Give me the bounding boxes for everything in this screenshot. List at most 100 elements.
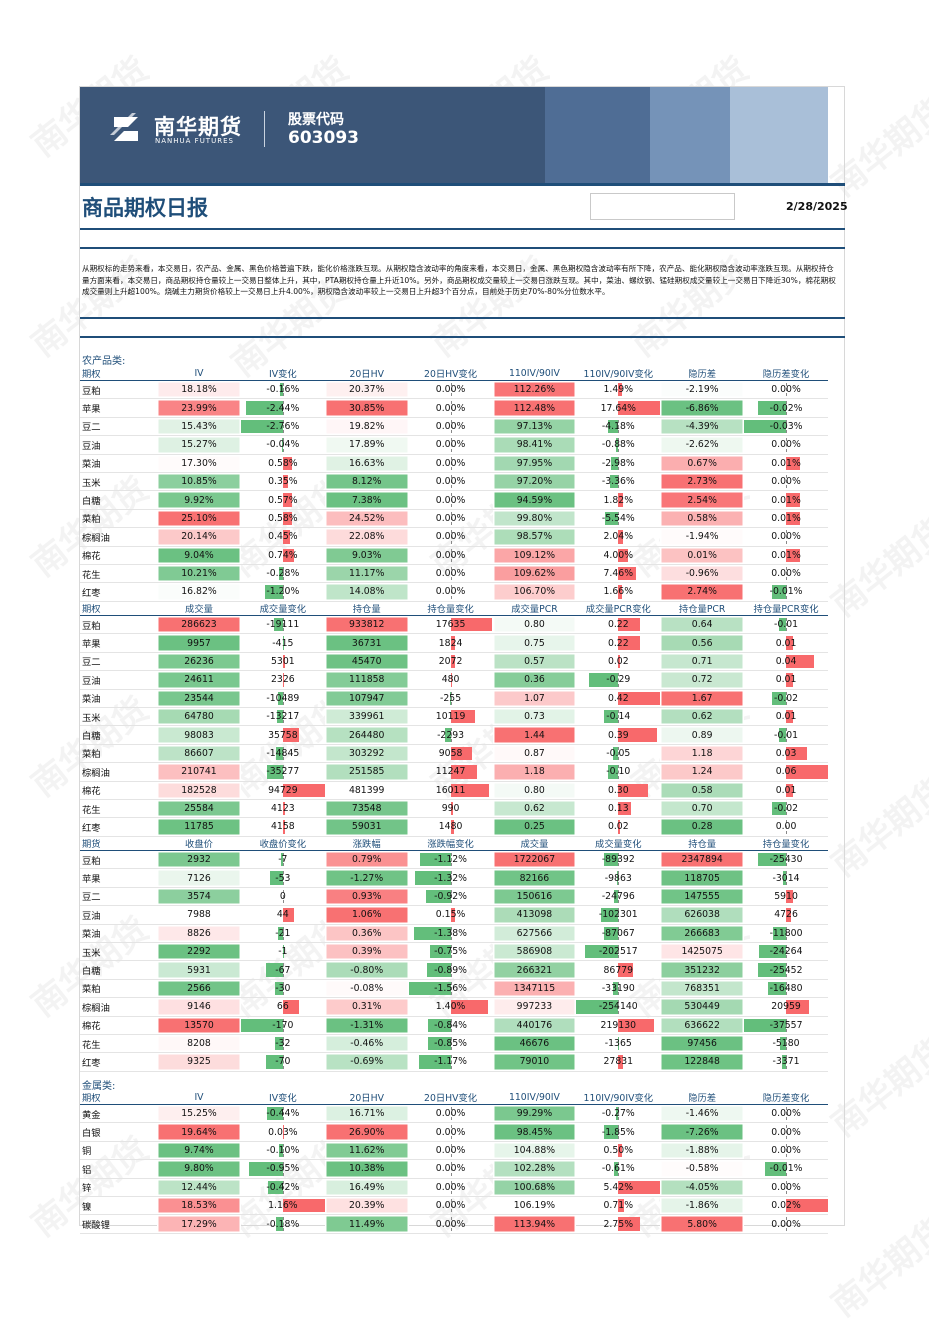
scale-cell: 16.63%: [325, 454, 409, 472]
databar-value: -0.02: [774, 803, 798, 814]
databar-value: 0.71%: [604, 1200, 634, 1211]
databar-value: 0.03: [776, 748, 797, 759]
row-label: 苹果: [80, 869, 157, 887]
scale-cell: 23544: [157, 689, 241, 707]
databar-cell: -1.85%: [576, 1123, 660, 1141]
databar-value: 0.00%: [436, 568, 466, 579]
databar-value: -0.84%: [434, 1020, 467, 1031]
column-header: 成交量变化: [576, 836, 660, 851]
scale-cell: 0.31%: [325, 998, 409, 1016]
row-label: 菜油: [80, 689, 157, 707]
databar-value: 0.00%: [436, 458, 466, 469]
scale-cell: 73548: [325, 799, 409, 817]
databar-cell: -0.92%: [409, 887, 493, 905]
databar-cell: -0.75%: [409, 942, 493, 960]
column-header: 隐历差: [660, 366, 744, 381]
scale-cell: 10.85%: [157, 472, 241, 490]
databar-value: -1.12%: [434, 854, 467, 865]
databar-value: 35758: [268, 730, 298, 741]
scale-cell: 266683: [660, 924, 744, 942]
databar-value: 0.00%: [771, 568, 801, 579]
scale-cell: 8208: [157, 1034, 241, 1052]
databar-cell: 0.00%: [409, 1196, 493, 1214]
header-underline: [80, 183, 845, 186]
databar-cell: -0.01: [744, 726, 828, 744]
databar-cell: -0.42%: [241, 1178, 325, 1196]
databar-value: -415: [272, 638, 293, 649]
scale-cell: 0.01%: [660, 546, 744, 564]
scale-cell: 0.80: [493, 616, 577, 634]
databar-value: 5.42%: [604, 1182, 634, 1193]
scale-cell: 9957: [157, 634, 241, 652]
row-label: 铜: [80, 1141, 157, 1159]
row-label: 棉花: [80, 1016, 157, 1034]
databar-cell: -37557: [744, 1016, 828, 1034]
scale-cell: 18.18%: [157, 381, 241, 399]
row-label: 白糖: [80, 726, 157, 744]
databar-value: -0.16%: [266, 384, 299, 395]
databar-value: 0.00: [776, 821, 797, 832]
databar-cell: -0.02: [744, 799, 828, 817]
databar-cell: 0.01: [744, 671, 828, 689]
databar-cell: -0.10%: [241, 1141, 325, 1159]
scale-cell: 9.80%: [157, 1160, 241, 1178]
column-header: 持仓量PCR变化: [744, 601, 828, 616]
scale-cell: 7988: [157, 906, 241, 924]
databar-value: -1.20%: [266, 586, 299, 597]
databar-value: -16480: [770, 983, 803, 994]
databar-cell: 11247: [409, 763, 493, 781]
databar-cell: 0.02%: [744, 1196, 828, 1214]
databar-value: 1.40%: [436, 1001, 466, 1012]
row-label: 白糖: [80, 961, 157, 979]
scale-cell: 1.06%: [325, 906, 409, 924]
scale-cell: 97.13%: [493, 417, 577, 435]
row-label: 豆油: [80, 436, 157, 454]
scale-cell: 15.25%: [157, 1105, 241, 1123]
databar-value: 0.01%: [771, 495, 801, 506]
scale-cell: 0.57: [493, 652, 577, 670]
databar-value: 0.03%: [268, 1127, 298, 1138]
scale-cell: 122848: [660, 1053, 744, 1071]
scale-cell: 18.53%: [157, 1196, 241, 1214]
databar-value: -3014: [773, 873, 800, 884]
databar-cell: -0.18%: [241, 1215, 325, 1233]
databar-value: 0.00%: [771, 439, 801, 450]
scale-cell: 99.29%: [493, 1105, 577, 1123]
databar-value: -0.02: [774, 693, 798, 704]
databar-value: -3.36%: [602, 476, 635, 487]
databar-value: 0.22: [608, 638, 629, 649]
databar-value: 0.45%: [268, 531, 298, 542]
row-label: 棉花: [80, 546, 157, 564]
databar-cell: 0.01%: [744, 509, 828, 527]
databar-cell: 0.00%: [744, 1141, 828, 1159]
row-label: 锌: [80, 1178, 157, 1196]
databar-cell: 0.01: [744, 781, 828, 799]
column-header: 收盘价变化: [241, 836, 325, 851]
scale-cell: 933812: [325, 616, 409, 634]
databar-value: 44: [277, 909, 289, 920]
row-label: 豆粕: [80, 616, 157, 634]
scale-cell: 0.72: [660, 671, 744, 689]
databar-value: -87067: [602, 928, 635, 939]
databar-cell: -5.54%: [576, 509, 660, 527]
scale-cell: 14.08%: [325, 583, 409, 601]
row-label: 棕榈油: [80, 763, 157, 781]
divider: [80, 247, 845, 249]
row-label: 豆粕: [80, 381, 157, 399]
databar-value: -70: [275, 1056, 290, 1067]
scale-cell: 24611: [157, 671, 241, 689]
databar-value: 0.00%: [436, 384, 466, 395]
databar-value: 1.49%: [604, 384, 634, 395]
scale-cell: 1.18: [493, 763, 577, 781]
databar-cell: -4.18%: [576, 417, 660, 435]
scale-cell: 0.39%: [325, 942, 409, 960]
databar-value: -33190: [602, 983, 635, 994]
